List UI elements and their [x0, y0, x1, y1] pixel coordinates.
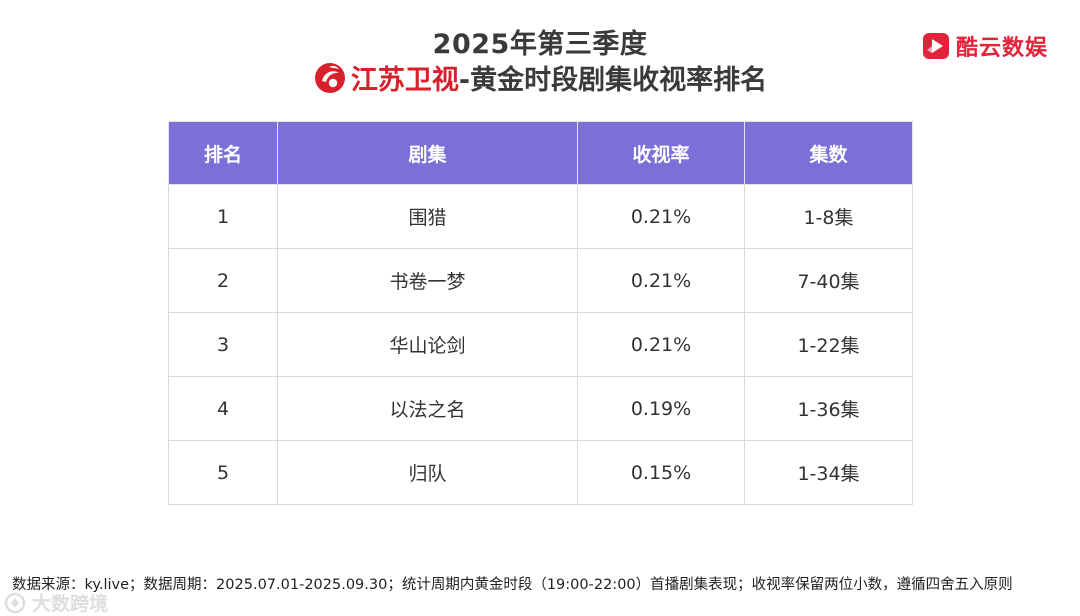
column-header-rating: 收视率: [577, 121, 745, 185]
drama-cell: 书卷一梦: [277, 248, 578, 313]
brand-name: 酷云数娱: [955, 36, 1048, 61]
episodes-cell: 1-34集: [744, 440, 913, 505]
column-header-episodes: 集数: [744, 121, 913, 185]
table-row: 2 书卷一梦 0.21% 7-40集: [168, 248, 913, 313]
rating-cell: 0.15%: [577, 440, 745, 505]
rating-cell: 0.19%: [577, 376, 745, 441]
jiangsu-tv-logo-icon: [314, 62, 345, 93]
brand-logo: 酷云数娱: [922, 30, 1048, 62]
page-title: 2025年第三季度: [432, 29, 648, 60]
episodes-cell: 7-40集: [744, 248, 913, 313]
episodes-cell: 1-36集: [744, 376, 913, 441]
column-header-rank: 排名: [168, 121, 278, 185]
rank-cell: 4: [168, 376, 278, 441]
drama-cell: 围猎: [277, 184, 578, 249]
channel-name: 江苏卫视: [350, 65, 459, 96]
rank-cell: 5: [168, 440, 278, 505]
rank-cell: 2: [168, 248, 278, 313]
table-row: 5 归队 0.15% 1-34集: [168, 440, 913, 505]
ranking-table: 排名 剧集 收视率 集数 1 围猎 0.21% 1-8集 2 书卷一梦 0.21…: [168, 121, 913, 505]
table-header-row: 排名 剧集 收视率 集数: [168, 121, 913, 185]
column-header-drama: 剧集: [277, 121, 578, 185]
table-row: 3 华山论剑 0.21% 1-22集: [168, 312, 913, 377]
rating-cell: 0.21%: [577, 184, 745, 249]
drama-cell: 以法之名: [277, 376, 578, 441]
title-rest: -黄金时段剧集收视率排名: [458, 65, 768, 96]
episodes-cell: 1-8集: [744, 184, 913, 249]
rank-cell: 1: [168, 184, 278, 249]
episodes-cell: 1-22集: [744, 312, 913, 377]
watermark-logo-icon: [4, 592, 26, 613]
table-row: 4 以法之名 0.19% 1-36集: [168, 376, 913, 441]
watermark: 大数跨境: [4, 589, 108, 616]
watermark-text: 大数跨境: [32, 593, 109, 615]
rating-cell: 0.21%: [577, 248, 745, 313]
play-badge-icon: [922, 33, 949, 59]
table-row: 1 围猎 0.21% 1-8集: [168, 184, 913, 249]
rank-cell: 3: [168, 312, 278, 377]
rating-cell: 0.21%: [577, 312, 745, 377]
drama-cell: 归队: [277, 440, 578, 505]
data-source-footnote: 数据来源：ky.live；数据周期：2025.07.01-2025.09.30；…: [12, 577, 1013, 593]
drama-cell: 华山论剑: [277, 312, 578, 377]
page-subtitle: 江苏卫视 -黄金时段剧集收视率排名: [0, 58, 1080, 97]
